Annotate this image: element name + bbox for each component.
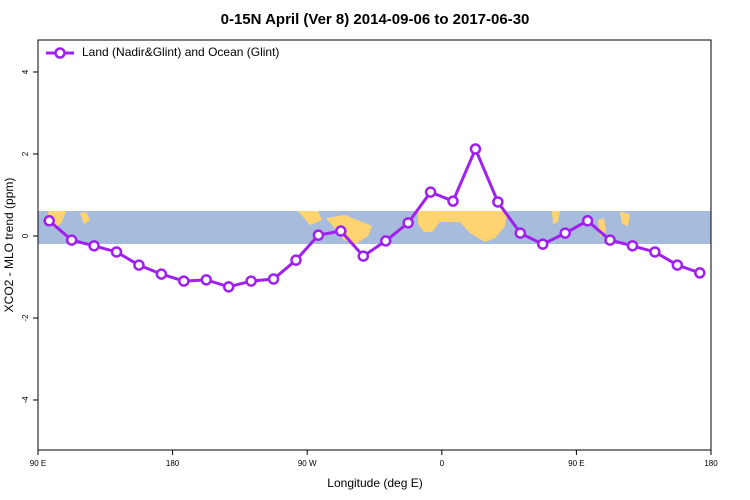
data-point: [402, 217, 414, 229]
x-axis-label: Longitude (deg E): [327, 476, 422, 490]
data-point: [222, 281, 235, 293]
data-point: [267, 273, 280, 285]
data-point: [514, 227, 527, 239]
x-tick-label: 180: [704, 459, 718, 468]
legend-label: Land (Nadir&Glint) and Ocean (Glint): [82, 45, 279, 59]
data-point: [626, 240, 639, 252]
legend-marker: [54, 47, 66, 59]
x-tick-label: 90 E: [568, 459, 584, 468]
data-point: [110, 246, 123, 258]
data-point: [88, 240, 100, 252]
data-point: [379, 235, 392, 247]
y-axis-label: XCO2 - MLO trend (ppm): [2, 178, 16, 313]
data-point: [649, 246, 661, 258]
x-tick-label: 90 E: [30, 459, 46, 468]
y-tick-label: 2: [21, 151, 30, 156]
x-tick-label: 0: [440, 459, 445, 468]
data-point: [694, 267, 706, 279]
data-point: [245, 275, 257, 287]
map-background: [38, 211, 711, 244]
data-point: [335, 225, 347, 237]
data-point: [200, 274, 212, 286]
data-point: [447, 195, 459, 207]
data-point: [537, 238, 549, 250]
data-point: [559, 227, 571, 239]
data-point: [424, 186, 437, 198]
data-point: [65, 234, 78, 246]
data-point: [604, 234, 616, 246]
plot-frame: [37, 39, 712, 451]
data-point: [43, 215, 55, 227]
data-point: [178, 275, 190, 287]
data-point: [155, 268, 168, 280]
land: [48, 211, 630, 244]
data-point: [133, 259, 145, 271]
data-point: [671, 259, 684, 271]
y-tick-label: 4: [21, 69, 30, 74]
y-tick-label: -2: [21, 314, 30, 322]
data-point: [357, 250, 370, 262]
x-tick-label: 180: [166, 459, 180, 468]
x-tick-label: 90 W: [298, 459, 317, 468]
ocean-band: [38, 211, 711, 244]
data-point: [492, 196, 504, 208]
y-tick-label: 0: [21, 233, 30, 238]
chart-title: 0-15N April (Ver 8) 2014-09-06 to 2017-0…: [221, 11, 530, 28]
y-tick-label: -4: [21, 396, 30, 404]
data-point: [312, 229, 325, 241]
data-point: [581, 215, 594, 227]
data-point: [290, 254, 302, 266]
data-point: [469, 143, 482, 155]
